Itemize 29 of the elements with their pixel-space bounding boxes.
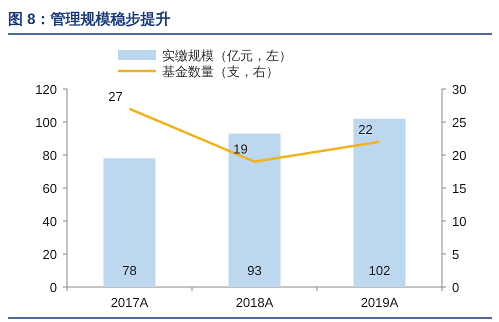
chart-title: 图 8：管理规模稳步提升 xyxy=(8,11,171,28)
data-label: 78 xyxy=(122,263,137,278)
y-tick-label: 20 xyxy=(42,247,57,262)
x-tick-label: 2019A xyxy=(360,295,399,310)
bar xyxy=(228,134,280,287)
y-tick-label: 0 xyxy=(50,280,57,295)
bar xyxy=(104,158,156,287)
y-tick-label: 120 xyxy=(35,82,57,97)
y2-tick-label: 10 xyxy=(452,214,466,229)
y2-tick-label: 0 xyxy=(452,280,460,295)
data-label: 19 xyxy=(233,142,248,157)
y2-tick-label: 5 xyxy=(452,247,460,262)
y2-tick-label: 30 xyxy=(452,82,466,97)
bar xyxy=(354,118,406,287)
data-label: 93 xyxy=(247,263,262,278)
y-tick-label: 80 xyxy=(42,148,57,163)
y2-tick-label: 20 xyxy=(452,148,466,163)
data-label: 27 xyxy=(108,88,123,104)
data-label: 102 xyxy=(368,263,390,278)
y2-tick-label: 15 xyxy=(452,181,466,196)
legend-label: 基金数量（支，右） xyxy=(162,64,279,79)
x-tick-label: 2017A xyxy=(110,295,149,310)
y2-tick-label: 25 xyxy=(452,115,466,130)
x-tick-label: 2018A xyxy=(236,295,274,310)
y-tick-label: 100 xyxy=(35,115,57,130)
y-tick-label: 60 xyxy=(42,181,57,196)
y-tick-label: 40 xyxy=(42,214,57,229)
data-label: 22 xyxy=(358,122,373,137)
legend-label: 实缴规模（亿元，左） xyxy=(162,48,292,63)
